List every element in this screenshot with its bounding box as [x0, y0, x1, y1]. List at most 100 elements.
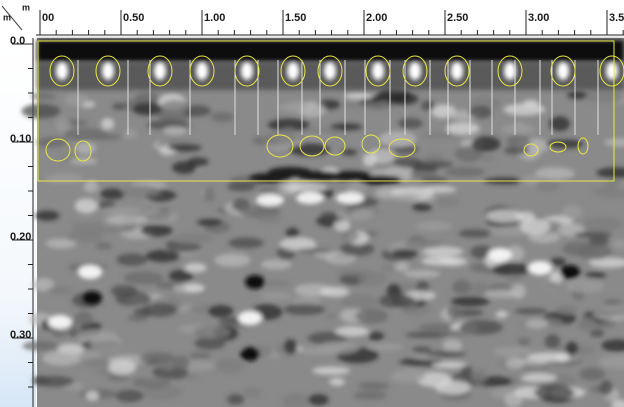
reflection [56, 62, 68, 80]
texture-blob [45, 174, 83, 184]
reflection [287, 62, 299, 80]
texture-blob [567, 91, 588, 99]
texture-blob [115, 292, 151, 306]
reflection [504, 62, 516, 80]
texture-blob [453, 279, 470, 294]
texture-blob [115, 390, 144, 402]
texture-blob [132, 377, 171, 388]
texture-blob [194, 337, 225, 350]
dark-spot [245, 275, 265, 289]
texture-blob [103, 207, 142, 215]
reflection [241, 62, 253, 80]
texture-blob [320, 287, 349, 297]
texture-blob [48, 286, 73, 294]
texture-blob [116, 253, 147, 265]
texture-blob [370, 148, 394, 163]
texture-blob [263, 280, 290, 286]
texture-blob [86, 391, 99, 401]
texture-blob [603, 299, 621, 305]
texture-blob [471, 368, 487, 383]
texture-blob [74, 311, 93, 326]
texture-blob [480, 155, 494, 162]
texture-blob [140, 352, 176, 364]
texture-blob [471, 136, 500, 151]
texture-blob [525, 319, 548, 329]
reflection [154, 62, 166, 80]
texture-blob [565, 342, 578, 356]
texture-blob [284, 339, 297, 353]
texture-blob [392, 249, 419, 257]
texture-blob [318, 341, 359, 354]
texture-blob [52, 330, 68, 338]
texture-blob [335, 326, 369, 336]
top-unit: m [22, 2, 30, 12]
texture-blob [585, 272, 607, 278]
bright-spot [238, 311, 262, 325]
texture-blob [329, 378, 345, 386]
bright-band [296, 192, 324, 204]
texture-blob [163, 126, 187, 135]
texture-blob [395, 262, 409, 272]
texture-blob [284, 304, 326, 315]
texture-blob [216, 358, 245, 373]
texture-blob [566, 278, 605, 293]
texture-blob [412, 346, 431, 354]
left-tick-label: 0.20 [10, 231, 31, 243]
texture-blob [80, 389, 118, 399]
texture-blob [460, 365, 472, 376]
texture-blob [412, 160, 453, 168]
texture-blob [353, 391, 387, 400]
texture-blob [208, 305, 234, 317]
texture-blob [299, 102, 325, 118]
texture-blob [358, 382, 390, 390]
texture-blob [435, 380, 471, 394]
texture-blob [434, 196, 459, 207]
reflection [557, 62, 569, 80]
texture-blob [514, 308, 547, 314]
bright-spot [528, 261, 552, 275]
top-tick-label: 1.00 [204, 12, 225, 24]
texture-blob [161, 100, 189, 113]
texture-blob [421, 177, 448, 183]
texture-blob [368, 332, 384, 341]
texture-blob [545, 334, 561, 348]
texture-blob [543, 281, 558, 287]
texture-blob [492, 263, 531, 276]
dark-spot [82, 291, 102, 305]
texture-blob [388, 93, 419, 105]
dark-band [268, 167, 312, 177]
texture-blob [390, 370, 425, 383]
texture-blob [521, 373, 557, 382]
texture-blob [426, 351, 465, 358]
top-tick-label: 2.00 [366, 12, 387, 24]
texture-blob [445, 167, 485, 177]
texture-blob [469, 106, 493, 119]
texture-blob [187, 157, 208, 167]
texture-blob [141, 303, 178, 317]
left-tick-label: 0.10 [10, 133, 31, 145]
left-tick-label: 0.0 [10, 35, 25, 47]
texture-blob [189, 352, 211, 359]
texture-blob [100, 188, 125, 199]
texture-blob [75, 330, 117, 342]
texture-blob [197, 219, 222, 226]
texture-blob [321, 212, 337, 219]
texture-blob [56, 118, 71, 131]
texture-blob [168, 144, 201, 152]
texture-blob [341, 102, 383, 108]
texture-blob [75, 198, 98, 213]
texture-blob [324, 313, 337, 320]
radargram-view: m m 000.501.001.502.002.503.003.500.00.1… [0, 0, 624, 407]
reflection [409, 62, 421, 80]
texture-blob [257, 215, 283, 223]
top-tick-label: 00 [42, 12, 54, 24]
texture-blob [496, 311, 508, 318]
top-tick-label: 3.50 [609, 12, 624, 24]
texture-blob [447, 305, 461, 319]
texture-blob [296, 248, 333, 254]
texture-blob [345, 92, 373, 99]
page: m m 000.501.001.502.002.503.003.500.00.1… [0, 0, 624, 407]
texture-blob [493, 347, 531, 357]
texture-blob [132, 102, 162, 115]
top-tick-label: 0.50 [123, 12, 144, 24]
